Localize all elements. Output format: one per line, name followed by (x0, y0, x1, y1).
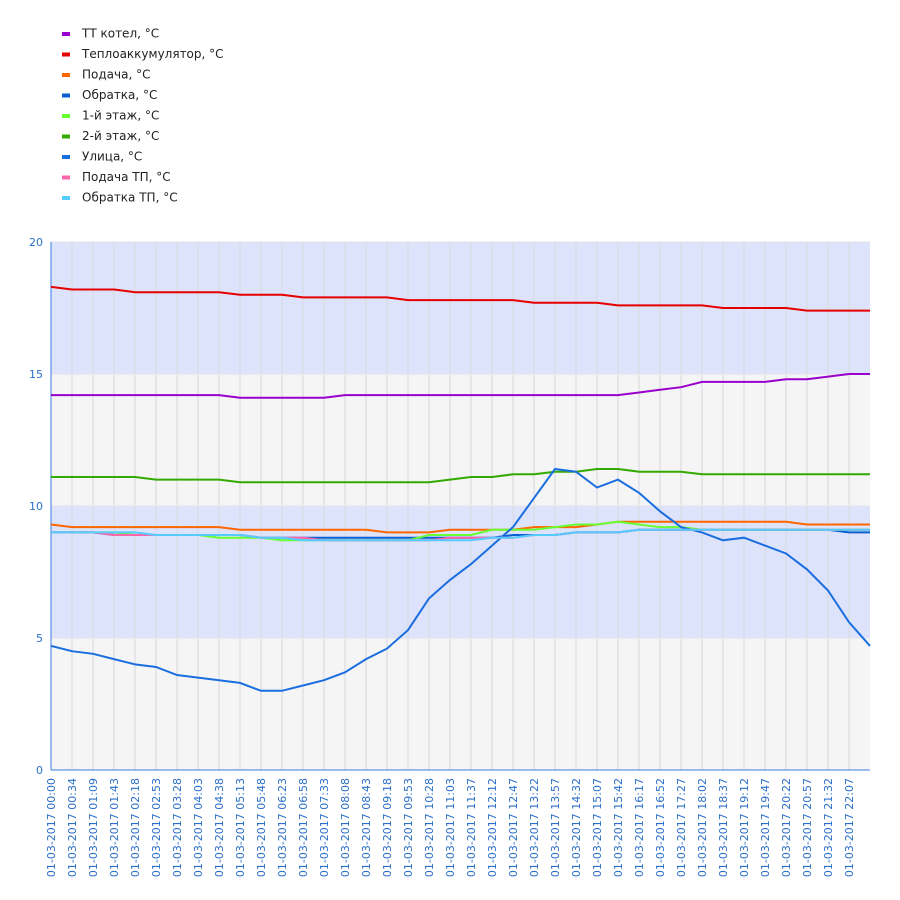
x-tick-label: 01-03-2017 08:43 (360, 778, 373, 877)
x-tick-label: 01-03-2017 02:18 (129, 778, 142, 877)
x-tick-label: 01-03-2017 06:23 (276, 778, 289, 877)
x-tick-label: 01-03-2017 20:57 (801, 778, 814, 877)
x-tick-label: 01-03-2017 02:53 (150, 778, 163, 877)
y-tick-label: 20 (29, 236, 43, 249)
x-tick-label: 01-03-2017 17:27 (675, 778, 688, 877)
legend-label: Подача ТП, °C (82, 170, 171, 184)
x-tick-label: 01-03-2017 15:42 (612, 778, 625, 877)
x-tick-label: 01-03-2017 18:37 (717, 778, 730, 877)
legend-swatch (62, 196, 70, 200)
series-line (51, 528, 870, 542)
x-tick-label: 01-03-2017 10:28 (423, 778, 436, 877)
x-tick-label: 01-03-2017 13:22 (528, 778, 541, 877)
x-tick-label: 01-03-2017 13:57 (549, 778, 562, 877)
x-tick-label: 01-03-2017 01:43 (108, 778, 121, 877)
x-tick-label: 01-03-2017 19:47 (759, 778, 772, 877)
legend-label: Обратка ТП, °C (82, 191, 178, 205)
x-tick-label: 01-03-2017 14:32 (570, 778, 583, 877)
x-tick-label: 01-03-2017 04:03 (192, 778, 205, 877)
band (51, 638, 870, 770)
y-tick-label: 0 (36, 764, 43, 777)
legend-swatch (62, 73, 70, 77)
x-tick-label: 01-03-2017 19:12 (738, 778, 751, 877)
x-tick-label: 01-03-2017 21:32 (822, 778, 835, 877)
legend-swatch (62, 134, 70, 139)
x-tick-label: 01-03-2017 05:13 (234, 778, 247, 877)
x-tick-label: 01-03-2017 09:18 (381, 778, 394, 877)
x-tick-label: 01-03-2017 00:34 (66, 778, 79, 877)
legend-label: Улица, °C (82, 150, 142, 164)
x-tick-label: 01-03-2017 11:03 (444, 778, 457, 877)
legend-swatch (62, 114, 70, 118)
x-tick-label: 01-03-2017 03:28 (171, 778, 184, 877)
series-line (51, 373, 870, 399)
legend-swatch (62, 32, 70, 36)
legend-swatch (62, 155, 70, 159)
x-tick-label: 01-03-2017 05:48 (255, 778, 268, 877)
x-tick-label: 01-03-2017 07:33 (318, 778, 331, 877)
x-tick-label: 01-03-2017 12:12 (486, 778, 499, 877)
legend-swatch (62, 175, 70, 180)
x-tick-label: 01-03-2017 06:58 (297, 778, 310, 877)
x-tick-label: 01-03-2017 01:09 (87, 778, 100, 877)
x-tick-label: 01-03-2017 16:17 (633, 778, 646, 877)
x-tick-label: 01-03-2017 22:07 (843, 778, 856, 877)
x-tick-label: 01-03-2017 11:37 (465, 778, 478, 877)
x-tick-label: 01-03-2017 16:52 (654, 778, 667, 877)
x-tick-label: 01-03-2017 00:00 (45, 778, 58, 877)
series-line (50, 520, 870, 534)
series-line (50, 285, 870, 312)
x-tick-label: 01-03-2017 09:53 (402, 778, 415, 877)
legend-label: Подача, °C (82, 68, 150, 82)
y-tick-label: 15 (29, 368, 43, 381)
legend-swatch (62, 52, 70, 57)
legend-label: Теплоаккумулятор, °C (81, 47, 224, 61)
legend-label: 2-й этаж, °C (82, 129, 159, 143)
x-tick-label: 01-03-2017 18:02 (696, 778, 709, 877)
series-line (50, 467, 871, 692)
y-tick-label: 5 (36, 632, 43, 645)
band (51, 374, 870, 506)
x-tick-label: 01-03-2017 20:22 (780, 778, 793, 877)
legend-label: Обратка, °C (82, 88, 157, 102)
y-tick-label: 10 (29, 500, 43, 513)
legend-label: ТТ котел, °C (81, 27, 159, 41)
series-line (51, 468, 870, 484)
legend-swatch (62, 93, 70, 98)
x-tick-label: 01-03-2017 08:08 (339, 778, 352, 877)
x-tick-label: 01-03-2017 04:38 (213, 778, 226, 877)
legend-label: 1-й этаж, °C (82, 109, 159, 123)
x-tick-label: 01-03-2017 12:47 (507, 778, 520, 877)
x-tick-label: 01-03-2017 15:07 (591, 778, 604, 877)
